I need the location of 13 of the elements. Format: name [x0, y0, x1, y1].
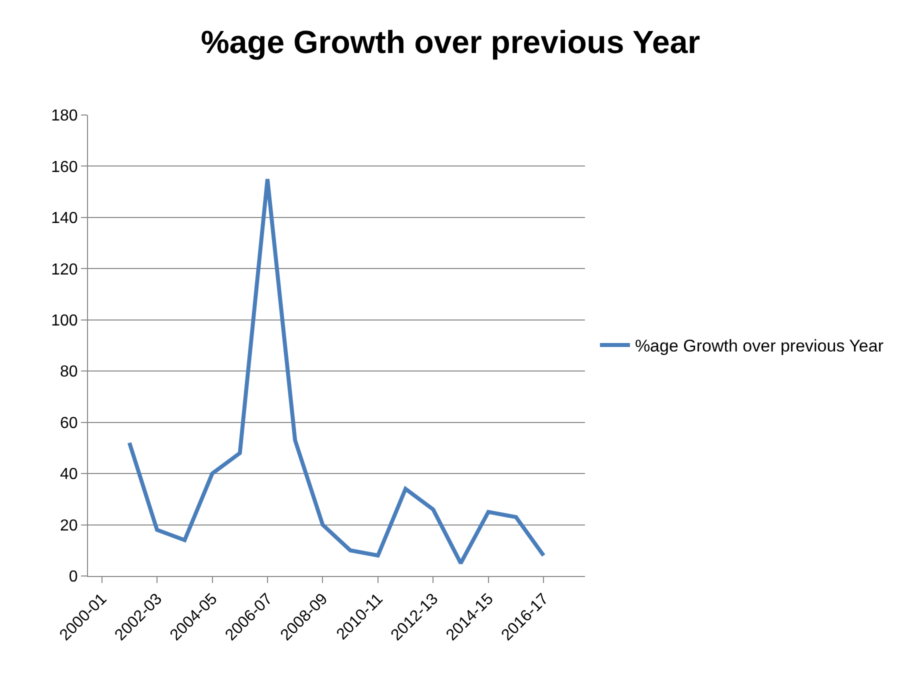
- y-tick-label: 0: [68, 568, 78, 586]
- y-tick-label: 100: [51, 312, 78, 330]
- y-tick-label: 60: [60, 414, 78, 432]
- y-tick-label: 140: [51, 210, 78, 228]
- chart-title: %age Growth over previous Year: [200, 24, 700, 60]
- legend-label: %age Growth over previous Year: [634, 336, 884, 356]
- y-tick-label: 160: [51, 158, 78, 176]
- y-tick-label: 20: [60, 517, 78, 534]
- y-tick-label: 80: [60, 364, 78, 381]
- y-tick-label: 180: [51, 108, 78, 125]
- line-series: [127, 177, 546, 566]
- y-tick-label: 120: [51, 261, 78, 278]
- y-tick-label: 40: [60, 466, 78, 484]
